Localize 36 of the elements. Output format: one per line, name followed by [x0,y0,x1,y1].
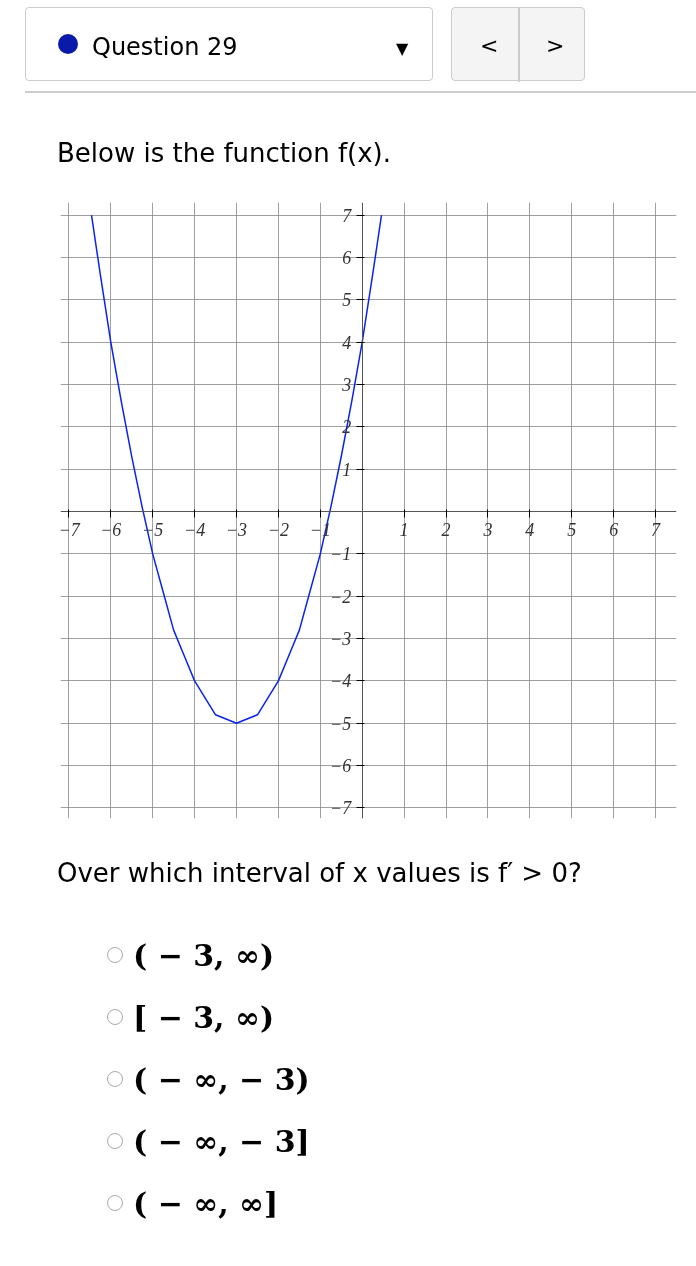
y-tick-label: −1 [330,544,352,565]
x-tick-label: 7 [651,519,662,540]
text: [ − 3, ∞) [133,1000,275,1035]
text: Over which interval of x values is f′ > 0? [56,857,582,890]
x-tick-label: 6 [609,519,619,540]
text: ( − 3, ∞) [133,938,275,973]
chart-title: Below is the function f(x). [56,137,392,170]
y-tick-label: −3 [330,629,352,650]
x-tick-label: 4 [525,519,535,540]
y-tick-label: −2 [330,586,352,607]
text: ( − ∞, − 3) [133,1062,310,1097]
y-tick-label: 1 [342,459,352,480]
y-tick-label: 5 [342,290,352,311]
y-tick-label: 6 [342,248,352,269]
y-tick-label: −6 [330,756,352,777]
x-tick-label: 2 [441,519,451,540]
x-tick-label: 1 [399,519,409,540]
y-tick-label: −7 [330,798,353,819]
text: < [480,32,499,60]
y-tick-label: −4 [330,671,352,692]
y-tick-label: 7 [342,205,353,226]
x-tick-label: −4 [184,519,206,540]
y-tick-label: −5 [330,713,352,734]
y-tick-label: 4 [342,332,352,353]
text: Question 29 [92,32,238,63]
text: ▼ [396,38,409,60]
x-tick-label: −2 [267,519,289,540]
x-tick-label: −7 [58,519,81,540]
y-tick-label: 3 [341,375,352,396]
text: ( − ∞, − 3] [133,1124,310,1159]
text: > [546,32,565,60]
text: ( − ∞, ∞] [133,1186,279,1221]
x-tick-label: −3 [225,519,248,540]
x-tick-label: −6 [100,519,122,540]
x-tick-label: 3 [482,519,493,540]
x-tick-label: 5 [567,519,577,540]
